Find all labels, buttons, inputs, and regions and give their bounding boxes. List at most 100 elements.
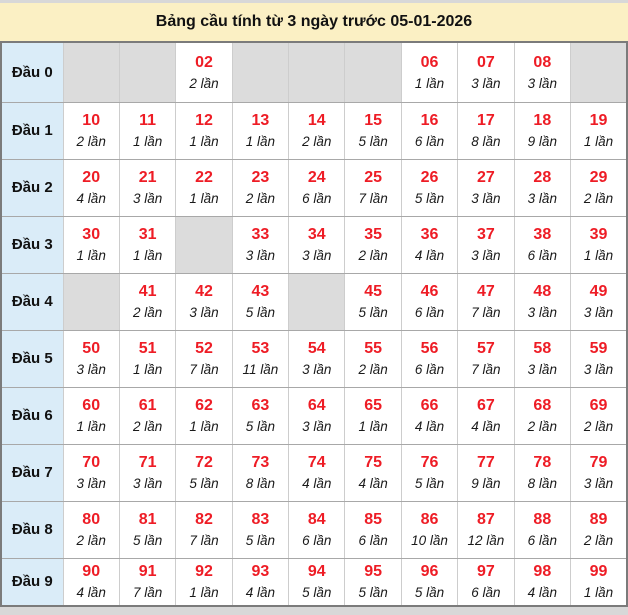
cell-number: 46 bbox=[420, 283, 439, 300]
cell-count: 1 lần bbox=[189, 585, 219, 601]
cell-count: 1 lần bbox=[76, 248, 106, 263]
number-cell: 64 3 lần bbox=[288, 386, 346, 445]
cell-count: 10 lần bbox=[411, 533, 448, 548]
cell-count: 5 lần bbox=[245, 533, 275, 548]
cell-count: 2 lần bbox=[583, 191, 614, 206]
table-row: Đầu 2 20 4 lần 21 3 lần 22 1 lần 23 2 lần 24 6 lần… bbox=[0, 158, 628, 217]
number-cell: 60 1 lần bbox=[62, 386, 120, 445]
cell-count: 1 lần bbox=[583, 585, 614, 601]
number-cell: 79 3 lần bbox=[570, 443, 628, 502]
cell-number: 70 bbox=[82, 454, 101, 471]
table-row: Đầu 0 02 2 lần 06 1 lần 07 3 lần 08 3 lần bbox=[0, 41, 628, 103]
cell-count: 7 lần bbox=[189, 362, 219, 377]
cell-number: 58 bbox=[533, 340, 552, 357]
cell-count: 4 lần bbox=[76, 191, 106, 206]
cell-number: 17 bbox=[477, 112, 495, 129]
row-label: Đầu 1 bbox=[0, 101, 64, 160]
row-label: Đầu 7 bbox=[0, 443, 64, 502]
number-cell: 96 5 lần bbox=[400, 557, 459, 607]
cell-number: 29 bbox=[589, 169, 608, 186]
cell-number: 95 bbox=[364, 563, 383, 581]
number-cell: 92 1 lần bbox=[175, 557, 233, 607]
number-cell: 34 3 lần bbox=[288, 215, 346, 274]
cell-number: 21 bbox=[138, 169, 157, 186]
cell-number: 93 bbox=[251, 563, 270, 581]
row-label: Đầu 8 bbox=[0, 500, 64, 559]
cell-count: 1 lần bbox=[583, 248, 614, 263]
number-cell: 83 5 lần bbox=[231, 500, 290, 559]
cell-number: 19 bbox=[589, 112, 608, 129]
cell-number: 38 bbox=[533, 226, 552, 243]
cell-number: 91 bbox=[138, 563, 157, 581]
cell-number: 06 bbox=[420, 53, 439, 71]
cell-count: 12 lần bbox=[467, 533, 505, 548]
cell-number: 62 bbox=[195, 397, 213, 414]
cell-number: 18 bbox=[533, 112, 552, 129]
number-cell: 15 5 lần bbox=[344, 101, 402, 160]
cell-number: 66 bbox=[420, 397, 439, 414]
cell-number: 68 bbox=[533, 397, 552, 414]
number-cell: 51 1 lần bbox=[118, 329, 177, 388]
table-row: Đầu 1 10 2 lần 11 1 lần 12 1 lần 13 1 lần 14 2 lần… bbox=[0, 101, 628, 160]
empty-cell bbox=[288, 272, 346, 331]
cell-count: 2 lần bbox=[583, 533, 614, 548]
cell-number: 43 bbox=[251, 283, 270, 300]
cell-count: 7 lần bbox=[471, 305, 501, 320]
cell-count: 8 lần bbox=[245, 476, 275, 491]
number-cell: 58 3 lần bbox=[513, 329, 572, 388]
cell-number: 24 bbox=[307, 169, 326, 186]
cell-number: 69 bbox=[589, 397, 608, 414]
cell-number: 35 bbox=[364, 226, 383, 243]
cell-number: 86 bbox=[420, 511, 439, 528]
cell-count: 2 lần bbox=[189, 75, 219, 91]
row-label: Đầu 6 bbox=[0, 386, 64, 445]
number-cell: 82 7 lần bbox=[175, 500, 233, 559]
number-cell: 98 4 lần bbox=[513, 557, 572, 607]
number-cell: 65 1 lần bbox=[344, 386, 402, 445]
cell-number: 31 bbox=[138, 226, 157, 243]
number-cell: 56 6 lần bbox=[400, 329, 459, 388]
number-cell: 23 2 lần bbox=[231, 158, 290, 217]
table-row: Đầu 4 41 2 lần 42 3 lần 43 5 lần 45 5 lần 46 6 lần… bbox=[0, 272, 628, 331]
number-cell: 63 5 lần bbox=[231, 386, 290, 445]
number-cell: 93 4 lần bbox=[231, 557, 290, 607]
cell-number: 11 bbox=[139, 112, 157, 129]
number-cell: 49 3 lần bbox=[570, 272, 628, 331]
cell-count: 3 lần bbox=[471, 191, 501, 206]
cell-number: 12 bbox=[195, 112, 213, 129]
number-cell: 08 3 lần bbox=[513, 41, 572, 103]
number-cell: 88 6 lần bbox=[513, 500, 572, 559]
number-cell: 41 2 lần bbox=[118, 272, 177, 331]
number-cell: 81 5 lần bbox=[118, 500, 177, 559]
cell-count: 4 lần bbox=[358, 476, 388, 491]
number-cell: 18 9 lần bbox=[513, 101, 572, 160]
number-cell: 19 1 lần bbox=[570, 101, 628, 160]
cell-count: 5 lần bbox=[245, 305, 275, 320]
empty-cell bbox=[231, 41, 290, 103]
table-row: Đầu 9 90 4 lần 91 7 lần 92 1 lần 93 4 lần 94 5 lần… bbox=[0, 557, 628, 607]
cell-number: 51 bbox=[138, 340, 157, 357]
cell-count: 1 lần bbox=[132, 362, 163, 377]
cell-number: 84 bbox=[307, 511, 326, 528]
cell-count: 3 lần bbox=[76, 362, 106, 377]
cell-count: 2 lần bbox=[132, 305, 163, 320]
cell-number: 28 bbox=[533, 169, 552, 186]
cell-count: 6 lần bbox=[527, 533, 557, 548]
number-cell: 25 7 lần bbox=[344, 158, 402, 217]
cell-number: 64 bbox=[307, 397, 326, 414]
number-cell: 43 5 lần bbox=[231, 272, 290, 331]
number-cell: 70 3 lần bbox=[62, 443, 120, 502]
cell-number: 81 bbox=[138, 511, 157, 528]
cell-number: 14 bbox=[307, 112, 326, 129]
cell-number: 37 bbox=[477, 226, 495, 243]
cell-count: 3 lần bbox=[302, 419, 332, 434]
number-cell: 28 3 lần bbox=[513, 158, 572, 217]
cell-number: 23 bbox=[251, 169, 270, 186]
cell-count: 5 lần bbox=[245, 419, 275, 434]
cell-count: 1 lần bbox=[132, 248, 163, 263]
number-cell: 02 2 lần bbox=[175, 41, 233, 103]
cell-count: 5 lần bbox=[414, 476, 445, 491]
cell-number: 79 bbox=[589, 454, 608, 471]
number-cell: 91 7 lần bbox=[118, 557, 177, 607]
cell-count: 6 lần bbox=[302, 191, 332, 206]
